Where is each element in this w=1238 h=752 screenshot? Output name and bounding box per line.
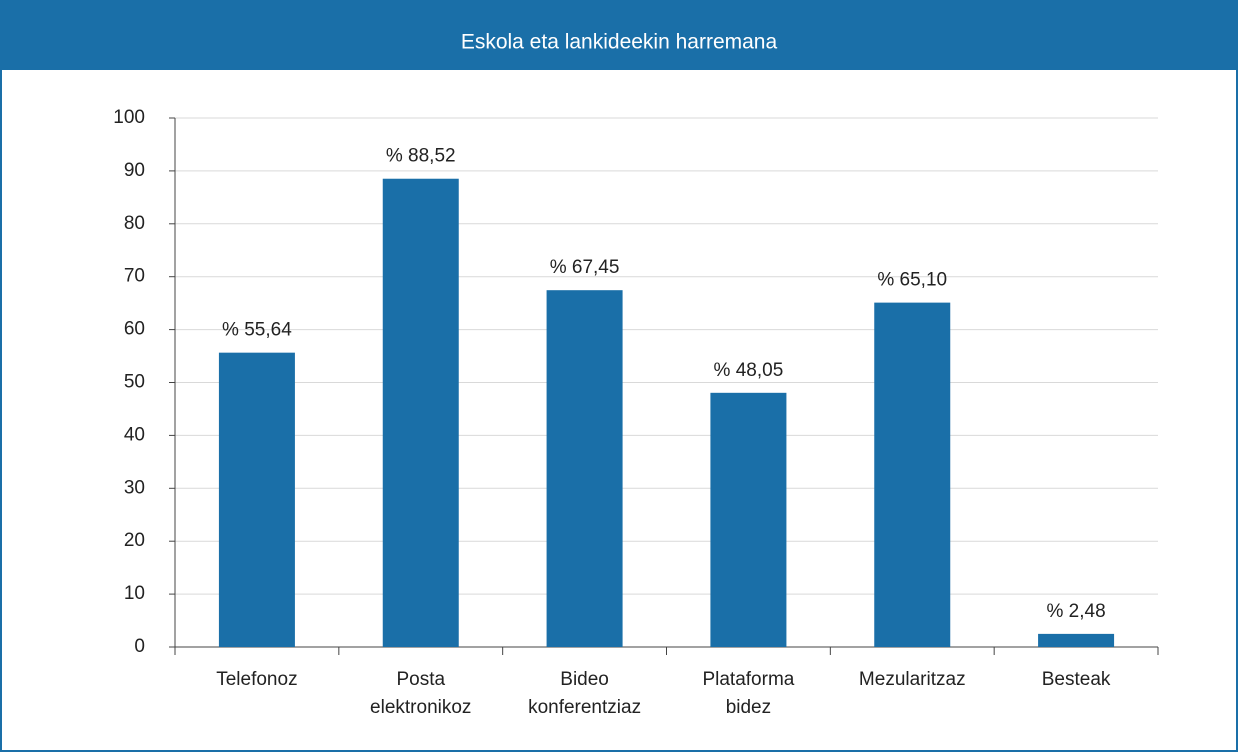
x-tick-label: Bideo konferentziaz	[528, 669, 641, 718]
y-tick-label: 70	[124, 266, 145, 287]
bar	[710, 392, 787, 647]
x-tick-label: Posta elektronikoz	[370, 669, 471, 718]
y-tick-label: 0	[134, 636, 145, 657]
y-tick-label: 80	[124, 213, 145, 234]
value-label: % 88,52	[386, 146, 456, 167]
value-label: % 55,64	[222, 320, 292, 341]
y-tick-label: 30	[124, 477, 145, 498]
bar	[218, 352, 295, 647]
x-tick-label: Plataforma bidez	[702, 669, 794, 718]
y-tick-label: 50	[124, 372, 145, 393]
y-tick-label: 10	[124, 583, 145, 604]
bar	[874, 302, 951, 647]
x-tick-label: Besteak	[1042, 669, 1111, 690]
x-tick-label: Mezularitzaz	[859, 669, 966, 690]
bar	[546, 290, 623, 647]
bar	[1038, 633, 1115, 647]
value-label: % 48,05	[714, 360, 784, 381]
y-tick-label: 20	[124, 530, 145, 551]
bar	[382, 178, 459, 648]
value-label: % 67,45	[550, 257, 620, 278]
y-tick-label: 100	[113, 107, 145, 128]
header-band	[0, 0, 1238, 70]
y-tick-label: 60	[124, 319, 145, 340]
x-tick-label: Telefonoz	[216, 669, 297, 690]
y-tick-label: 40	[124, 424, 145, 445]
chart-title: Eskola eta lankideekin harremana	[461, 31, 778, 54]
value-label: % 65,10	[877, 270, 947, 291]
value-label: % 2,48	[1047, 601, 1106, 622]
y-tick-label: 90	[124, 160, 145, 181]
